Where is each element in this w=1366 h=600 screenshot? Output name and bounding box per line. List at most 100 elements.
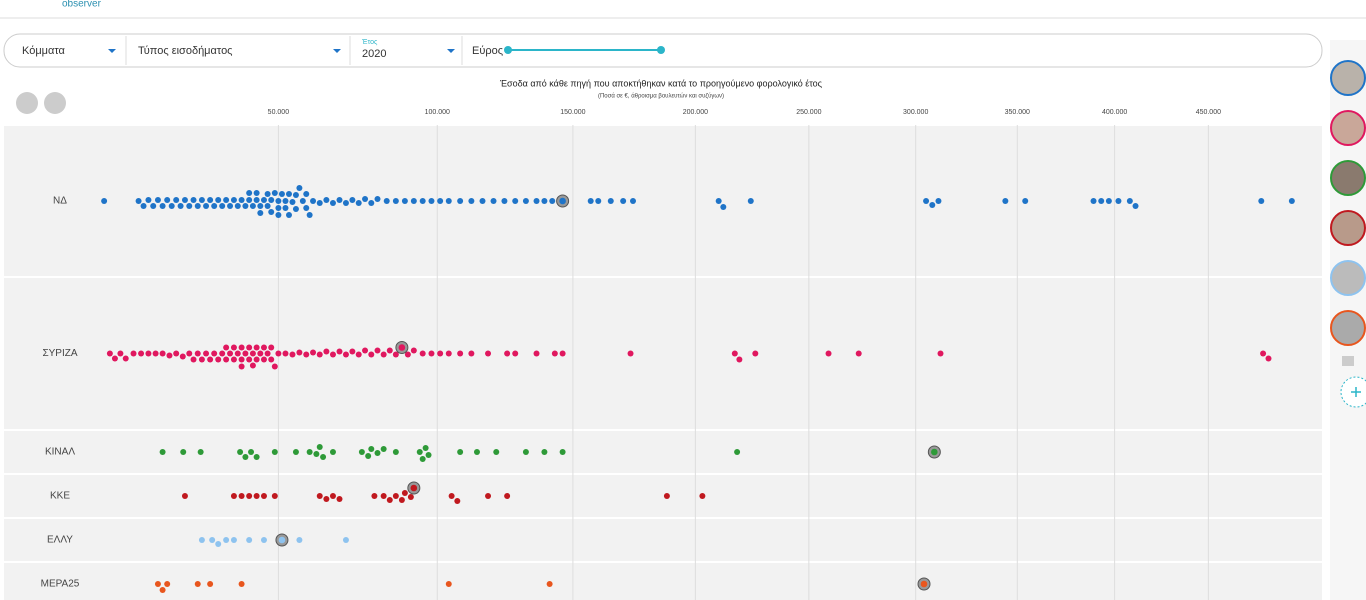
point <box>275 350 282 357</box>
point <box>101 198 108 204</box>
point <box>1098 198 1105 204</box>
x-tick-label: 350.000 <box>1005 109 1030 116</box>
point <box>392 493 399 499</box>
point <box>145 197 152 203</box>
x-tick-label: 50.000 <box>268 109 290 116</box>
point <box>230 493 237 499</box>
point <box>246 537 253 543</box>
point <box>1258 198 1265 204</box>
point <box>106 350 113 357</box>
point <box>238 197 245 203</box>
point <box>398 497 405 503</box>
point <box>512 350 519 357</box>
filter-party[interactable]: Κόμματα <box>22 45 66 57</box>
point <box>289 199 296 205</box>
point <box>198 537 205 543</box>
filter-year-label: Έτος <box>361 39 378 46</box>
point <box>349 197 356 203</box>
row-band <box>4 431 1322 473</box>
point <box>264 203 271 209</box>
point <box>479 198 486 204</box>
point <box>260 197 267 203</box>
point <box>386 497 393 503</box>
x-tick-label: 200.000 <box>683 109 708 116</box>
point <box>237 449 244 455</box>
point <box>223 197 230 203</box>
point <box>752 350 759 357</box>
point <box>747 198 754 204</box>
x-tick-label: 150.000 <box>560 109 585 116</box>
avatar[interactable] <box>1330 60 1366 96</box>
point <box>855 350 862 357</box>
avatar[interactable] <box>1330 310 1366 346</box>
point <box>207 356 214 363</box>
point <box>159 449 166 455</box>
point <box>190 356 197 363</box>
point <box>419 198 426 204</box>
dropdown-arrow[interactable] <box>447 49 455 53</box>
filter-income[interactable]: Τύπος εισοδήματος <box>138 45 233 57</box>
point <box>227 203 234 209</box>
avatar[interactable] <box>1330 260 1366 296</box>
point <box>504 493 511 499</box>
point <box>329 351 336 358</box>
point <box>223 344 230 351</box>
point <box>207 581 214 587</box>
point <box>490 198 497 204</box>
point <box>368 200 375 206</box>
point <box>292 206 299 212</box>
point <box>303 205 310 211</box>
point <box>825 350 832 357</box>
brand[interactable]: observer <box>62 0 102 10</box>
point <box>410 347 417 354</box>
point <box>392 449 399 455</box>
dropdown-arrow[interactable] <box>333 49 341 53</box>
point <box>437 350 444 357</box>
point <box>238 363 245 370</box>
point <box>457 198 464 204</box>
range-handle[interactable] <box>504 46 512 54</box>
point <box>230 197 237 203</box>
point <box>473 449 480 455</box>
point <box>1105 198 1112 204</box>
point <box>268 344 275 351</box>
twitter-button[interactable] <box>44 92 66 114</box>
point <box>197 449 204 455</box>
range-handle[interactable] <box>657 46 665 54</box>
point <box>1288 198 1295 204</box>
point <box>249 203 256 209</box>
add-icon[interactable] <box>1351 387 1361 397</box>
avatar[interactable] <box>1330 160 1366 196</box>
point <box>168 203 175 209</box>
point <box>371 493 378 499</box>
point <box>380 493 387 499</box>
scroll-thumb[interactable] <box>1342 356 1354 366</box>
point <box>257 203 264 209</box>
point <box>365 453 372 459</box>
point <box>342 537 349 543</box>
point <box>253 197 260 203</box>
point <box>1265 355 1272 362</box>
point <box>238 581 245 587</box>
point <box>292 449 299 455</box>
point <box>522 198 529 204</box>
point <box>392 198 399 204</box>
point <box>468 350 475 357</box>
avatar[interactable] <box>1330 110 1366 146</box>
point <box>316 493 323 499</box>
point <box>164 197 171 203</box>
point <box>504 350 511 357</box>
point <box>130 350 137 357</box>
point <box>234 350 241 357</box>
facebook-button[interactable] <box>16 92 38 114</box>
point <box>246 344 253 351</box>
filter-year[interactable]: 2020 <box>362 48 386 60</box>
point <box>230 537 237 543</box>
point <box>285 191 292 197</box>
point <box>445 350 452 357</box>
point <box>448 493 455 499</box>
dropdown-arrow[interactable] <box>108 49 116 53</box>
avatar[interactable] <box>1330 210 1366 246</box>
point <box>551 350 558 357</box>
